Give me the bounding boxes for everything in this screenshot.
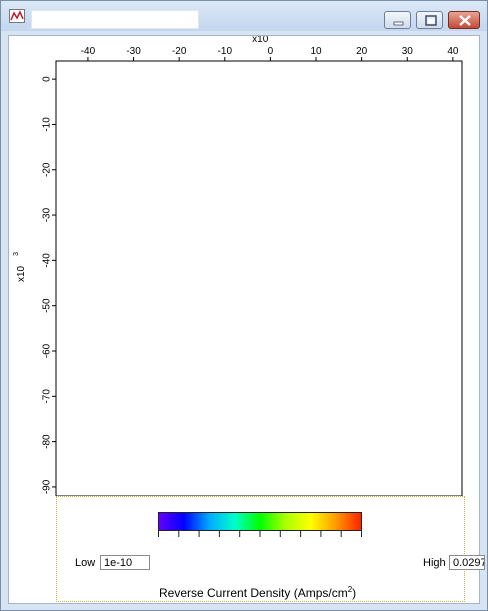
- x-tick-label: 30: [402, 46, 414, 57]
- y-tick-label: -80: [42, 434, 53, 449]
- y-tick-label: 0: [42, 76, 53, 82]
- window-title: [31, 10, 199, 29]
- x-multiplier-exp: 3: [268, 36, 272, 37]
- maximize-button[interactable]: [416, 11, 443, 29]
- x-tick-label: 20: [356, 46, 368, 57]
- plot-frame: [55, 60, 463, 496]
- high-value-field[interactable]: 0.0297: [449, 555, 485, 570]
- y-tick-label: -10: [42, 117, 53, 132]
- x-multiplier: x10: [252, 36, 269, 45]
- close-button[interactable]: [448, 11, 480, 29]
- restore-icon: [425, 15, 437, 26]
- x-tick-label: -20: [172, 46, 187, 57]
- x-tick-label: 10: [310, 46, 322, 57]
- title-bar[interactable]: [1, 1, 487, 31]
- x-tick-label: -10: [218, 46, 233, 57]
- minimize-button[interactable]: [384, 11, 411, 29]
- low-value-field[interactable]: 1e-10: [100, 555, 150, 570]
- y-multiplier-exp: 3: [13, 252, 20, 256]
- client-area: -40 -30 -20 -10 0 10 20 30 40 0 -10 -20 -30 -40 -50 -60…: [8, 35, 485, 604]
- x-tick-label: 0: [268, 46, 274, 57]
- legend-title: Reverse Current Density (Amps/cm2): [159, 585, 357, 600]
- axes: -40 -30 -20 -10 0 10 20 30 40 0 -10 -20 -30 -40 -50 -60…: [13, 36, 463, 496]
- y-tick-label: -60: [42, 343, 53, 358]
- y-multiplier: x10: [16, 265, 27, 282]
- y-tick-label: -30: [42, 207, 53, 222]
- wafer-map-plot[interactable]: -40 -30 -20 -10 0 10 20 30 40 0 -10 -20 -30 -40 -50 -60…: [9, 36, 479, 496]
- x-tick-label: -30: [126, 46, 141, 57]
- close-icon: [459, 15, 471, 26]
- app-chart-icon: [9, 9, 25, 23]
- x-tick-label: -40: [81, 46, 96, 57]
- high-label: High: [423, 557, 446, 569]
- y-tick-label: -90: [42, 479, 53, 494]
- x-tick-label: 40: [447, 46, 459, 57]
- color-scale-bar: [158, 512, 362, 537]
- y-tick-label: -20: [42, 162, 53, 177]
- y-tick-label: -50: [42, 298, 53, 313]
- minimize-icon: [393, 21, 404, 26]
- y-tick-label: -70: [42, 389, 53, 404]
- legend-panel: Low 1e-10 High 0.0297 Reverse Current De…: [56, 496, 485, 602]
- y-tick-label: -40: [42, 253, 53, 268]
- low-label: Low: [75, 557, 96, 569]
